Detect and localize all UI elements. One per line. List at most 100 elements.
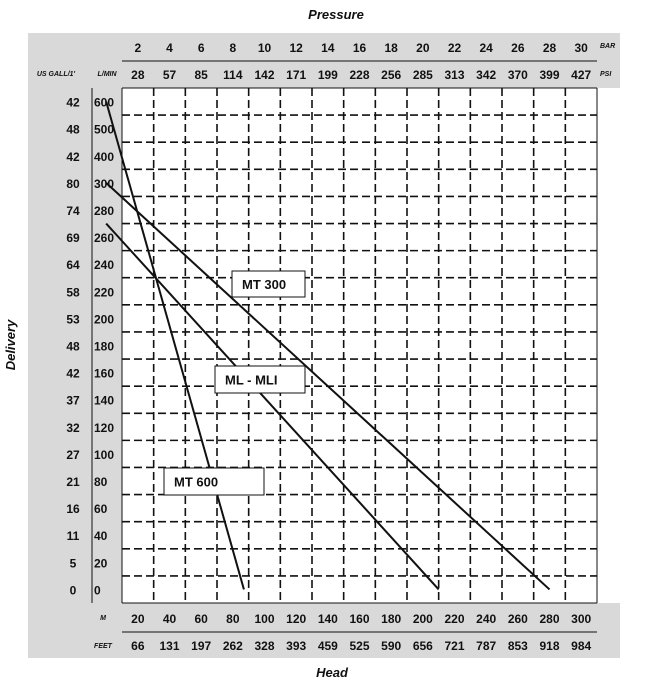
- lmin-tick-label: 80: [94, 475, 108, 489]
- lmin-tick-label: 20: [94, 556, 108, 570]
- usgal-tick-label: 53: [66, 312, 80, 326]
- bar-tick-label: 12: [289, 41, 303, 55]
- lmin-tick-label: 0: [94, 583, 101, 597]
- feet-tick-label: 984: [571, 639, 591, 653]
- m-tick-label: 40: [163, 612, 177, 626]
- m-tick-label: 300: [571, 612, 591, 626]
- m-tick-label: 20: [131, 612, 145, 626]
- usgal-tick-label: 69: [66, 231, 80, 245]
- lmin-tick-label: 40: [94, 529, 108, 543]
- feet-tick-label: 590: [381, 639, 401, 653]
- m-tick-label: 240: [476, 612, 496, 626]
- usgal-tick-label: 16: [66, 502, 80, 516]
- bar-tick-label: 24: [479, 41, 493, 55]
- plot-area: [122, 88, 597, 603]
- series-label-1: MT 300: [242, 277, 286, 292]
- feet-tick-label: 853: [508, 639, 528, 653]
- series-label-3: MT 600: [174, 475, 218, 490]
- m-tick-label: 280: [539, 612, 559, 626]
- series-label-box-2: [214, 365, 306, 394]
- usgal-tick-label: 21: [66, 475, 80, 489]
- psi-tick-label: 370: [508, 68, 528, 82]
- usgal-tick-label: 58: [66, 285, 80, 299]
- plot-grid: [121, 87, 598, 604]
- lmin-tick-label: 500: [94, 123, 114, 137]
- usgal-tick-label: 42: [66, 96, 80, 110]
- feet-tick-label: 918: [539, 639, 559, 653]
- bar-tick-label: 26: [511, 41, 525, 55]
- m-tick-label: 220: [444, 612, 464, 626]
- bar-tick-label: 8: [229, 41, 236, 55]
- m-tick-label: 200: [413, 612, 433, 626]
- feet-tick-label: 197: [191, 639, 211, 653]
- lmin-tick-label: 200: [94, 312, 114, 326]
- psi-tick-label: 427: [571, 68, 591, 82]
- bar-tick-label: 2: [134, 41, 141, 55]
- lmin-tick-label: 160: [94, 367, 114, 381]
- m-tick-label: 100: [254, 612, 274, 626]
- m-unit: M: [100, 615, 106, 622]
- feet-tick-label: 525: [349, 639, 369, 653]
- feet-tick-label: 656: [413, 639, 433, 653]
- bar-tick-label: 18: [384, 41, 398, 55]
- delivery-title: Delivery: [3, 319, 18, 370]
- feet-tick-label: 262: [223, 639, 243, 653]
- usgal-tick-label: 64: [66, 258, 80, 272]
- lmin-tick-label: 120: [94, 421, 114, 435]
- psi-tick-label: 171: [286, 68, 306, 82]
- series-label-2: ML - MLI: [225, 373, 277, 388]
- bar-tick-label: 4: [166, 41, 173, 55]
- series-line-2: [105, 222, 440, 591]
- m-tick-label: 80: [226, 612, 240, 626]
- psi-tick-label: 342: [476, 68, 496, 82]
- psi-tick-label: 199: [318, 68, 338, 82]
- usgal-tick-label: 74: [66, 204, 80, 218]
- usgal-tick-label: 42: [66, 367, 80, 381]
- bar-tick-label: 20: [416, 41, 430, 55]
- psi-tick-label: 256: [381, 68, 401, 82]
- psi-tick-label: 228: [349, 68, 369, 82]
- series-labels-layer: MT 300 ML - MLI MT 600: [163, 270, 306, 496]
- lmin-tick-label: 300: [94, 177, 114, 191]
- psi-tick-label: 57: [163, 68, 177, 82]
- bar-tick-label: 10: [258, 41, 272, 55]
- usgal-tick-label: 5: [70, 556, 77, 570]
- bar-tick-label: 30: [574, 41, 588, 55]
- m-tick-label: 160: [349, 612, 369, 626]
- usgal-tick-label: 48: [66, 340, 80, 354]
- usgal-tick-label: 80: [66, 177, 80, 191]
- series-line-1: [105, 182, 551, 591]
- lmin-tick-label: 240: [94, 258, 114, 272]
- series-label-box-3: [163, 467, 265, 496]
- feet-tick-label: 393: [286, 639, 306, 653]
- bar-unit: BAR: [600, 43, 615, 50]
- usgal-tick-label: 42: [66, 150, 80, 164]
- usgal-tick-label: 11: [67, 529, 80, 543]
- lmin-tick-label: 280: [94, 204, 114, 218]
- lmin-tick-label: 260: [94, 231, 114, 245]
- feet-tick-label: 328: [254, 639, 274, 653]
- feet-tick-label: 721: [444, 639, 464, 653]
- feet-tick-label: 459: [318, 639, 338, 653]
- bar-tick-label: 14: [321, 41, 335, 55]
- m-tick-label: 180: [381, 612, 401, 626]
- psi-tick-label: 285: [413, 68, 433, 82]
- bar-tick-label: 6: [198, 41, 205, 55]
- psi-tick-label: 28: [131, 68, 145, 82]
- psi-unit: PSI: [600, 71, 612, 78]
- feet-unit: FEET: [94, 643, 113, 650]
- m-tick-label: 60: [194, 612, 208, 626]
- us-gal-unit: US GALL/1': [37, 71, 76, 78]
- psi-tick-label: 114: [223, 68, 243, 82]
- lmin-tick-label: 400: [94, 150, 114, 164]
- left-axis-panel: [28, 33, 122, 658]
- usgal-tick-label: 48: [66, 123, 80, 137]
- series-layer: [105, 101, 551, 591]
- bottom-axis-panel: [28, 603, 620, 658]
- series-label-box-1: [231, 270, 306, 298]
- m-tick-label: 120: [286, 612, 306, 626]
- bar-tick-label: 28: [543, 41, 557, 55]
- usgal-tick-label: 37: [66, 394, 80, 408]
- lmin-tick-label: 180: [94, 340, 114, 354]
